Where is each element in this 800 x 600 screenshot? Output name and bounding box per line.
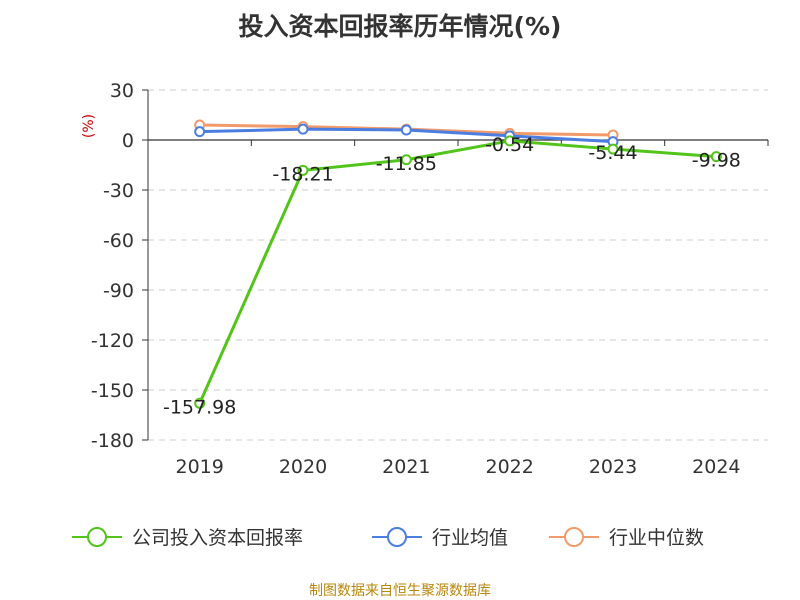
- legend-marker: [387, 527, 407, 547]
- legend-item-0[interactable]: 公司投入资本回报率: [72, 527, 303, 549]
- series-group: [194, 119, 722, 409]
- x-tick-label: 2020: [279, 456, 327, 478]
- x-axis-ticks: 2019 2020 2021 2022 2023 2024: [175, 456, 740, 478]
- data-point-0: [607, 143, 619, 155]
- data-point-1: [297, 123, 309, 135]
- axes: [142, 89, 769, 441]
- data-labels: -157.98 -18.21 -11.85 -0.54 -5.44 -9.98: [163, 134, 741, 418]
- data-point-0: [504, 135, 516, 147]
- legend-item-2[interactable]: 行业中位数: [549, 527, 704, 549]
- data-label: -9.98: [692, 150, 741, 172]
- y-axis-unit: (%): [81, 114, 97, 138]
- legend-marker: [87, 527, 107, 547]
- y-tick-label: -90: [103, 280, 134, 302]
- y-tick-label: -60: [103, 230, 134, 252]
- x-tick-label: 2021: [382, 456, 430, 478]
- data-point-1: [194, 126, 206, 138]
- legend-item-1[interactable]: 行业均值: [372, 527, 508, 549]
- data-point-1: [400, 124, 412, 136]
- y-tick-label: -120: [91, 330, 134, 352]
- x-tick-label: 2019: [175, 456, 223, 478]
- legend-marker: [564, 527, 584, 547]
- data-point-0: [194, 397, 206, 409]
- legend-label: 公司投入资本回报率: [132, 527, 303, 549]
- source-note: 制图数据来自恒生聚源数据库: [309, 583, 491, 599]
- chart-title: 投入资本回报率历年情况(%): [239, 12, 562, 41]
- y-axis-ticks: 30 0 -30 -60 -90 -120 -150 -180: [91, 80, 134, 452]
- data-label: -157.98: [163, 396, 236, 418]
- y-tick-label: -30: [103, 180, 134, 202]
- data-label: -11.85: [376, 153, 437, 175]
- data-label: -18.21: [272, 163, 333, 185]
- legend-label: 行业中位数: [609, 527, 704, 549]
- y-tick-label: -150: [91, 380, 134, 402]
- data-point-0: [297, 164, 309, 176]
- y-tick-label: 30: [110, 80, 134, 102]
- legend[interactable]: 公司投入资本回报率 行业均值 行业中位数: [72, 527, 704, 549]
- x-tick-label: 2024: [692, 456, 740, 478]
- data-label: -5.44: [588, 142, 637, 164]
- y-tick-label: -180: [91, 430, 134, 452]
- data-point-0: [400, 154, 412, 166]
- x-tick-label: 2022: [485, 456, 533, 478]
- legend-label: 行业均值: [432, 527, 508, 549]
- data-point-0: [710, 151, 722, 163]
- y-tick-label: 0: [122, 130, 134, 152]
- x-tick-label: 2023: [589, 456, 637, 478]
- data-label: -0.54: [485, 134, 534, 156]
- series-line-0: [198, 139, 717, 404]
